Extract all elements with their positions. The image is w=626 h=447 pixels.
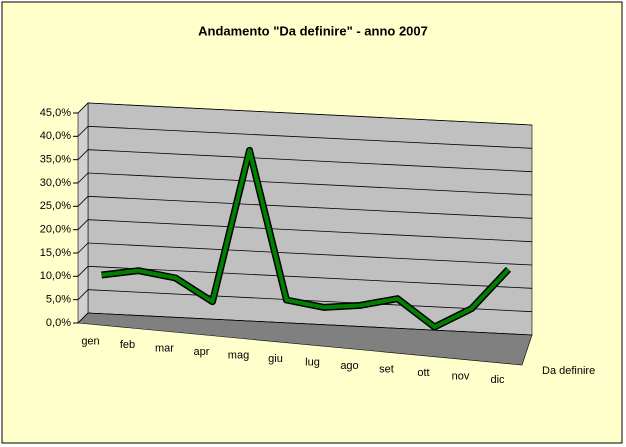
grid-line <box>77 195 533 219</box>
y-tick-label: 10,0% <box>40 270 71 282</box>
x-tick-label: mar <box>155 343 174 355</box>
grid-line <box>77 125 533 149</box>
x-tick-label: dic <box>490 374 505 386</box>
y-tick-label: 35,0% <box>40 154 71 166</box>
x-tick-label: ott <box>417 367 429 379</box>
grid-line <box>77 219 533 243</box>
grid-line <box>77 265 533 289</box>
grid-line <box>77 312 533 336</box>
y-tick-label: 15,0% <box>40 247 71 259</box>
x-tick-label: ago <box>340 360 358 372</box>
x-tick-label: gen <box>81 336 99 348</box>
x-tick-label: giu <box>268 353 283 365</box>
y-tick-label: 20,0% <box>40 224 71 236</box>
x-tick-label: mag <box>228 350 249 362</box>
x-tick-label: lug <box>305 357 320 369</box>
y-tick-label: 0,0% <box>46 317 71 329</box>
y-tick-label: 30,0% <box>40 177 71 189</box>
side-wall <box>77 102 89 324</box>
line <box>101 148 510 329</box>
x-tick-label: set <box>379 364 394 376</box>
back-wall <box>87 102 533 336</box>
grid-line <box>77 102 533 126</box>
y-tick-label: 40,0% <box>40 130 71 142</box>
grid-line <box>77 172 533 196</box>
x-tick-label: nov <box>452 371 470 383</box>
grid-line <box>77 242 533 266</box>
series-label: Da definire <box>542 365 595 377</box>
y-tick-label: 25,0% <box>40 200 71 212</box>
y-tick-label: 5,0% <box>46 294 71 306</box>
x-tick-label: apr <box>194 346 210 358</box>
chart-title: Andamento "Da definire" - anno 2007 <box>198 23 428 38</box>
x-tick-label: feb <box>120 339 135 351</box>
grid-line <box>77 149 533 173</box>
y-tick-label: 45,0% <box>40 107 71 119</box>
